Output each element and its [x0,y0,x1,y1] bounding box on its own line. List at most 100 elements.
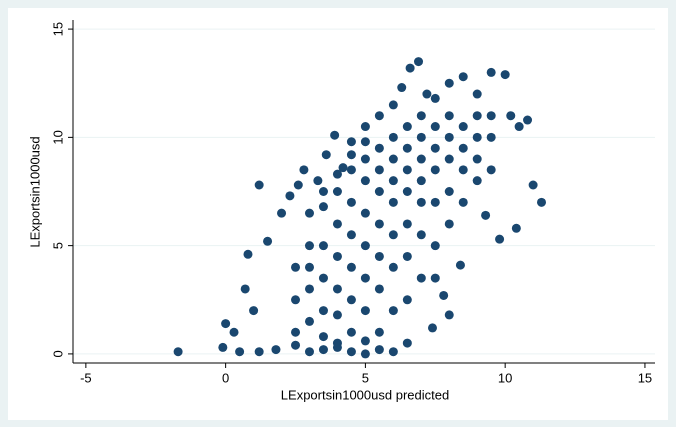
point [346,137,356,147]
point [388,100,398,110]
point [430,273,440,283]
point [318,241,328,251]
point [444,219,454,229]
point [458,122,468,132]
point [318,345,328,355]
plot-background [8,8,668,420]
point [332,310,342,320]
point [402,165,412,175]
point [472,111,482,121]
point [360,273,370,283]
point [416,132,426,142]
point [304,262,314,272]
point [416,230,426,240]
point [346,150,356,160]
point [388,132,398,142]
point [430,93,440,103]
x-tick-label: 5 [362,370,369,385]
point [414,57,424,67]
x-tick-label: 0 [222,370,229,385]
point [173,347,183,357]
point [388,262,398,272]
point [374,327,384,337]
point [291,327,301,337]
point [235,347,245,357]
point [402,122,412,132]
point [249,306,259,316]
point [455,260,465,270]
point [402,338,412,348]
point [332,219,342,229]
point [444,78,454,88]
point [388,176,398,186]
point [263,236,273,246]
point [332,284,342,294]
point [243,249,253,259]
point [374,219,384,229]
point [360,137,370,147]
point [388,154,398,164]
point [444,132,454,142]
point [332,251,342,261]
point [416,154,426,164]
point [285,191,295,201]
point [346,262,356,272]
point [293,180,303,190]
point [388,306,398,316]
point [304,347,314,357]
point [486,111,496,121]
point [444,310,454,320]
point [360,241,370,251]
point [472,176,482,186]
point [472,89,482,99]
point [458,143,468,153]
point [346,347,356,357]
point [360,306,370,316]
point [291,340,301,350]
point [291,295,301,305]
point [304,316,314,326]
point [444,187,454,196]
point [360,336,370,346]
point [388,347,398,357]
point [271,345,281,355]
point [318,273,328,283]
point [360,349,370,359]
point [346,295,356,305]
point [495,234,505,244]
point [360,122,370,132]
point [374,251,384,261]
point [486,67,496,77]
point [240,284,250,294]
point [304,208,314,218]
point [402,143,412,153]
point [321,150,331,160]
point [402,295,412,305]
point [402,251,412,261]
point [254,347,264,357]
point [374,165,384,175]
point [444,111,454,121]
point [346,165,356,175]
point [416,176,426,186]
point [511,223,521,233]
point [332,169,342,179]
point [277,208,287,218]
point [360,154,370,164]
point [458,165,468,175]
point [458,72,468,82]
point [360,208,370,218]
point [402,187,412,196]
point [318,202,328,212]
point [318,306,328,316]
y-tick-label: 10 [50,130,65,144]
point [304,284,314,294]
point [218,342,228,352]
point [346,230,356,240]
point [332,338,342,348]
point [374,143,384,153]
point [388,230,398,240]
point [360,176,370,186]
x-axis-title: LExportsin1000usd predicted [281,387,449,402]
